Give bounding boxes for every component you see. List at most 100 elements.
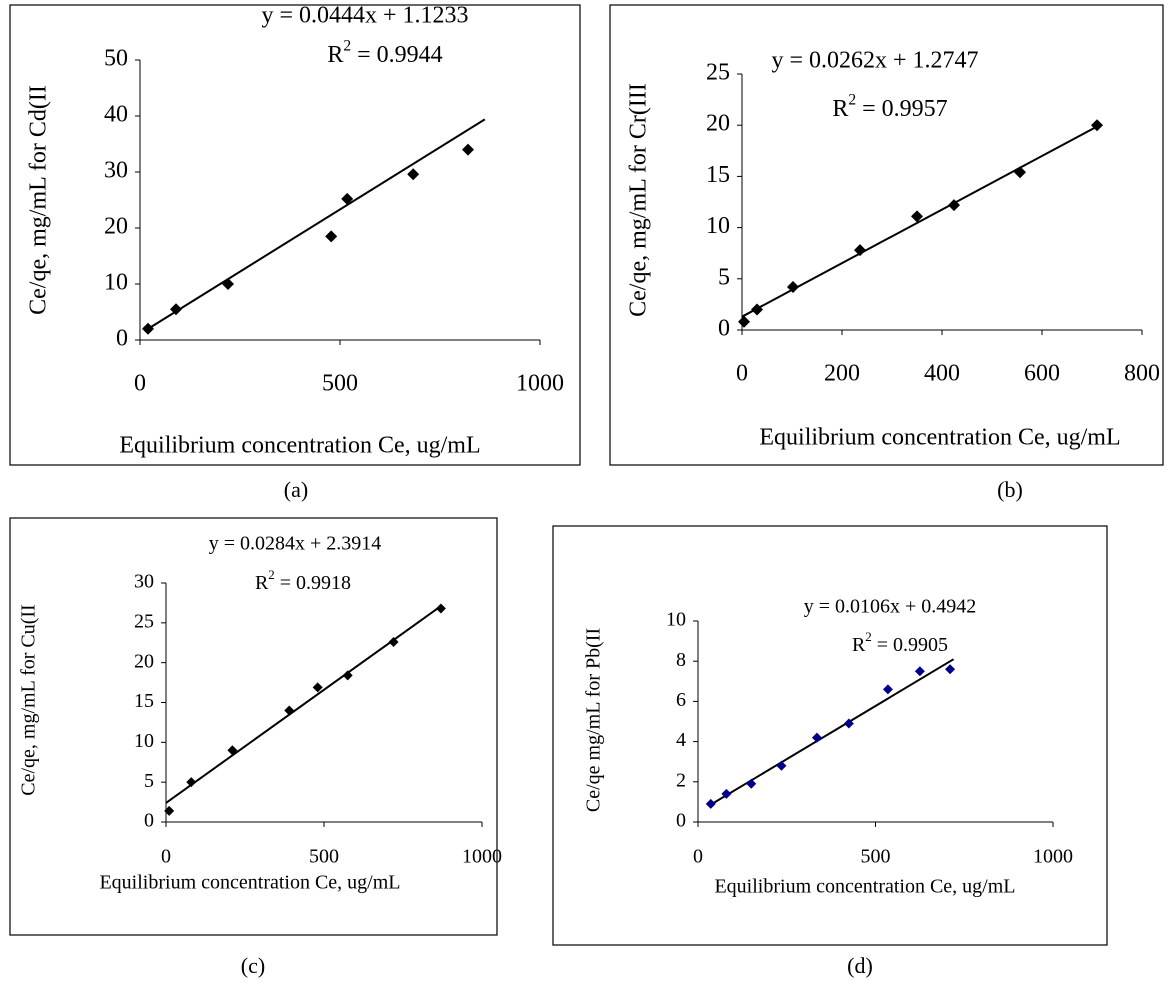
data-point — [142, 322, 154, 335]
y-tick-label: 10 — [666, 609, 686, 631]
x-tick-label: 400 — [924, 361, 960, 387]
panel-caption: (d) — [847, 953, 873, 978]
y-tick-label: 40 — [104, 102, 128, 128]
panel-caption: (a) — [284, 477, 308, 502]
chart-border — [609, 4, 1164, 466]
data-point — [787, 280, 799, 293]
y-tick-label: 30 — [134, 571, 154, 593]
r-squared-symbol: R — [852, 634, 866, 656]
x-tick-label: 500 — [322, 371, 358, 397]
equation-label: y = 0.0284x + 2.3914 — [209, 533, 382, 555]
x-tick-label: 0 — [161, 846, 171, 868]
data-point — [342, 670, 353, 681]
data-point — [776, 760, 787, 771]
data-point — [843, 718, 854, 729]
panel-caption: (b) — [997, 477, 1023, 502]
x-axis-label: Equilibrium concentration Ce, ug/mL — [119, 433, 480, 459]
y-tick-label: 20 — [134, 650, 154, 672]
data-point — [325, 230, 338, 243]
y-tick-label: 25 — [706, 60, 730, 86]
data-point — [721, 788, 732, 799]
y-tick-label: 15 — [134, 690, 154, 712]
y-tick-label: 10 — [104, 270, 128, 296]
y-tick-label: 6 — [676, 689, 686, 711]
x-tick-label: 1000 — [462, 846, 502, 868]
data-point — [1014, 166, 1026, 179]
r-squared-label: R2 = 0.9944 — [327, 37, 442, 68]
chart-panel: 0 5 10 15 20 25 0 200 400 600 800 Equilibrium conce… — [609, 4, 1164, 502]
y-tick-label: 10 — [134, 730, 154, 752]
y-tick-label: 0 — [718, 316, 730, 342]
chart-border — [9, 4, 581, 466]
trendline — [708, 658, 955, 807]
data-point — [435, 603, 446, 614]
y-tick-label: 4 — [676, 729, 686, 751]
y-axis-label: Ce/qe, mg/mL for Cu(II — [18, 604, 40, 795]
y-axis-label: Ce/qe mg/mL for Pb(II — [583, 628, 605, 812]
trendline — [741, 124, 1100, 318]
data-point — [227, 745, 238, 756]
x-tick-label: 0 — [134, 371, 146, 397]
y-tick-label: 10 — [706, 213, 730, 239]
y-tick-label: 50 — [104, 46, 128, 72]
data-point — [911, 210, 923, 223]
x-axis-label: Equilibrium concentration Ce, ug/mL — [714, 876, 1015, 898]
r-squared-label: R2 = 0.9918 — [255, 567, 351, 594]
trendline — [165, 605, 442, 804]
x-tick-label: 0 — [693, 846, 703, 868]
x-tick-label: 500 — [861, 846, 891, 868]
data-point — [164, 805, 175, 816]
r-squared-value: = 0.9957 — [856, 96, 948, 122]
y-tick-label: 0 — [116, 326, 128, 352]
data-point — [1091, 119, 1103, 132]
y-tick-label: 15 — [706, 162, 730, 188]
equation-label: y = 0.0444x + 1.1233 — [261, 3, 468, 29]
x-tick-label: 1000 — [1033, 846, 1073, 868]
y-tick-label: 5 — [144, 770, 154, 792]
r-squared-value: = 0.9918 — [275, 572, 351, 594]
data-point — [945, 664, 956, 675]
data-point — [341, 192, 354, 205]
r-squared-exponent: 2 — [343, 37, 351, 54]
data-point — [312, 682, 323, 693]
r-squared-value: = 0.9944 — [351, 42, 443, 68]
r-squared-symbol: R — [327, 42, 343, 68]
x-tick-label: 800 — [1124, 361, 1160, 387]
data-point — [388, 636, 399, 647]
data-point — [854, 244, 866, 257]
data-point — [462, 143, 474, 156]
data-point — [705, 798, 716, 809]
x-tick-label: 0 — [736, 361, 748, 387]
chart-panel: 0 5 10 15 20 25 30 0 500 1000 Equilibrium concentr… — [9, 517, 502, 978]
data-point — [746, 778, 757, 789]
r-squared-label: R2 = 0.9905 — [852, 629, 948, 656]
data-point — [914, 666, 925, 677]
data-point — [751, 303, 763, 316]
chart-panel: 0 2 4 6 8 10 0 500 1000 Equilibrium concentration… — [552, 525, 1108, 978]
equation-label: y = 0.0106x + 0.4942 — [804, 596, 977, 618]
data-point — [948, 199, 960, 212]
y-tick-label: 25 — [134, 610, 154, 632]
x-axis-label: Equilibrium concentration Ce, ug/mL — [759, 425, 1120, 451]
y-tick-label: 20 — [706, 111, 730, 137]
r-squared-exponent: 2 — [268, 567, 275, 582]
data-point — [407, 168, 420, 181]
x-tick-label: 1000 — [516, 371, 564, 397]
r-squared-exponent: 2 — [848, 91, 856, 108]
r-squared-symbol: R — [832, 96, 848, 122]
r-squared-value: = 0.9905 — [872, 634, 948, 656]
x-tick-label: 500 — [309, 846, 339, 868]
x-tick-label: 200 — [824, 361, 860, 387]
y-axis-label: Ce/qe, mg/mL for Cr(III — [626, 83, 652, 317]
y-tick-label: 2 — [676, 769, 686, 791]
y-tick-label: 0 — [676, 810, 686, 832]
r-squared-symbol: R — [255, 572, 269, 594]
data-point — [738, 315, 750, 328]
panel-caption: (c) — [241, 953, 265, 978]
data-point — [882, 684, 893, 695]
y-tick-label: 5 — [718, 264, 730, 290]
y-tick-label: 0 — [144, 810, 154, 832]
r-squared-label: R2 = 0.9957 — [832, 91, 947, 122]
